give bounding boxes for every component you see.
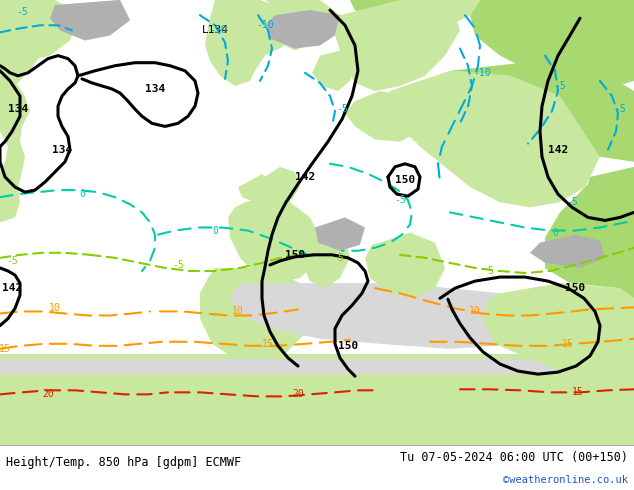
Polygon shape [228,197,320,283]
Text: -5: -5 [6,256,18,266]
Polygon shape [350,0,440,35]
Text: 0: 0 [552,227,558,238]
Text: -5: -5 [566,197,578,207]
Polygon shape [205,0,300,86]
Text: 10: 10 [232,306,244,317]
Polygon shape [482,283,634,384]
Text: 0: 0 [79,189,85,199]
Polygon shape [0,359,634,445]
Polygon shape [265,10,340,49]
Polygon shape [315,218,365,251]
Polygon shape [530,235,605,268]
Text: 5: 5 [337,253,343,263]
Polygon shape [230,283,560,349]
Polygon shape [238,174,270,202]
Text: -5: -5 [614,104,626,114]
Text: -10: -10 [473,68,491,78]
Text: 150: 150 [285,250,305,260]
Text: ©weatheronline.co.uk: ©weatheronline.co.uk [503,475,628,485]
Text: 5: 5 [487,266,493,276]
Text: 10: 10 [49,303,61,314]
Text: Height/Temp. 850 hPa [gdpm] ECMWF: Height/Temp. 850 hPa [gdpm] ECMWF [6,456,242,468]
Polygon shape [265,0,340,50]
Text: 134: 134 [145,84,165,94]
Text: 134: 134 [52,145,72,155]
Polygon shape [0,66,30,222]
Text: Tu 07-05-2024 06:00 UTC (00+150): Tu 07-05-2024 06:00 UTC (00+150) [399,451,628,464]
Text: 15: 15 [0,344,11,354]
Polygon shape [545,167,634,298]
Text: -5: -5 [16,7,28,17]
Text: -10: -10 [209,25,227,35]
Text: 150: 150 [338,341,358,351]
Text: 142: 142 [2,283,22,293]
Text: 20: 20 [42,390,54,399]
Text: 20: 20 [292,390,304,399]
Text: 150: 150 [395,175,415,185]
Text: 142: 142 [548,145,568,155]
Polygon shape [365,233,445,298]
Text: 0: 0 [212,225,218,236]
Text: -5: -5 [336,104,348,114]
Text: 134: 134 [8,104,28,114]
Polygon shape [385,71,600,207]
Polygon shape [0,0,80,61]
Polygon shape [255,167,300,207]
Text: -5: -5 [172,260,184,270]
Polygon shape [335,0,460,91]
Polygon shape [200,268,310,364]
Polygon shape [345,91,430,142]
Polygon shape [312,50,355,91]
Polygon shape [420,0,480,30]
Polygon shape [470,0,634,91]
Text: -5: -5 [394,195,406,205]
Text: 15: 15 [262,339,274,349]
Polygon shape [50,0,130,41]
Text: 150: 150 [565,283,585,293]
Text: -10: -10 [256,20,274,30]
Polygon shape [450,61,634,162]
Text: L134: L134 [202,25,228,35]
Text: 142: 142 [295,172,315,182]
Text: 15: 15 [562,339,574,349]
Polygon shape [300,227,350,288]
Text: 10: 10 [469,306,481,317]
Polygon shape [0,354,634,445]
Text: -5: -5 [554,81,566,91]
Text: 15: 15 [572,387,584,397]
Polygon shape [0,374,634,445]
Polygon shape [0,0,40,86]
Polygon shape [50,0,130,41]
Polygon shape [350,0,440,35]
